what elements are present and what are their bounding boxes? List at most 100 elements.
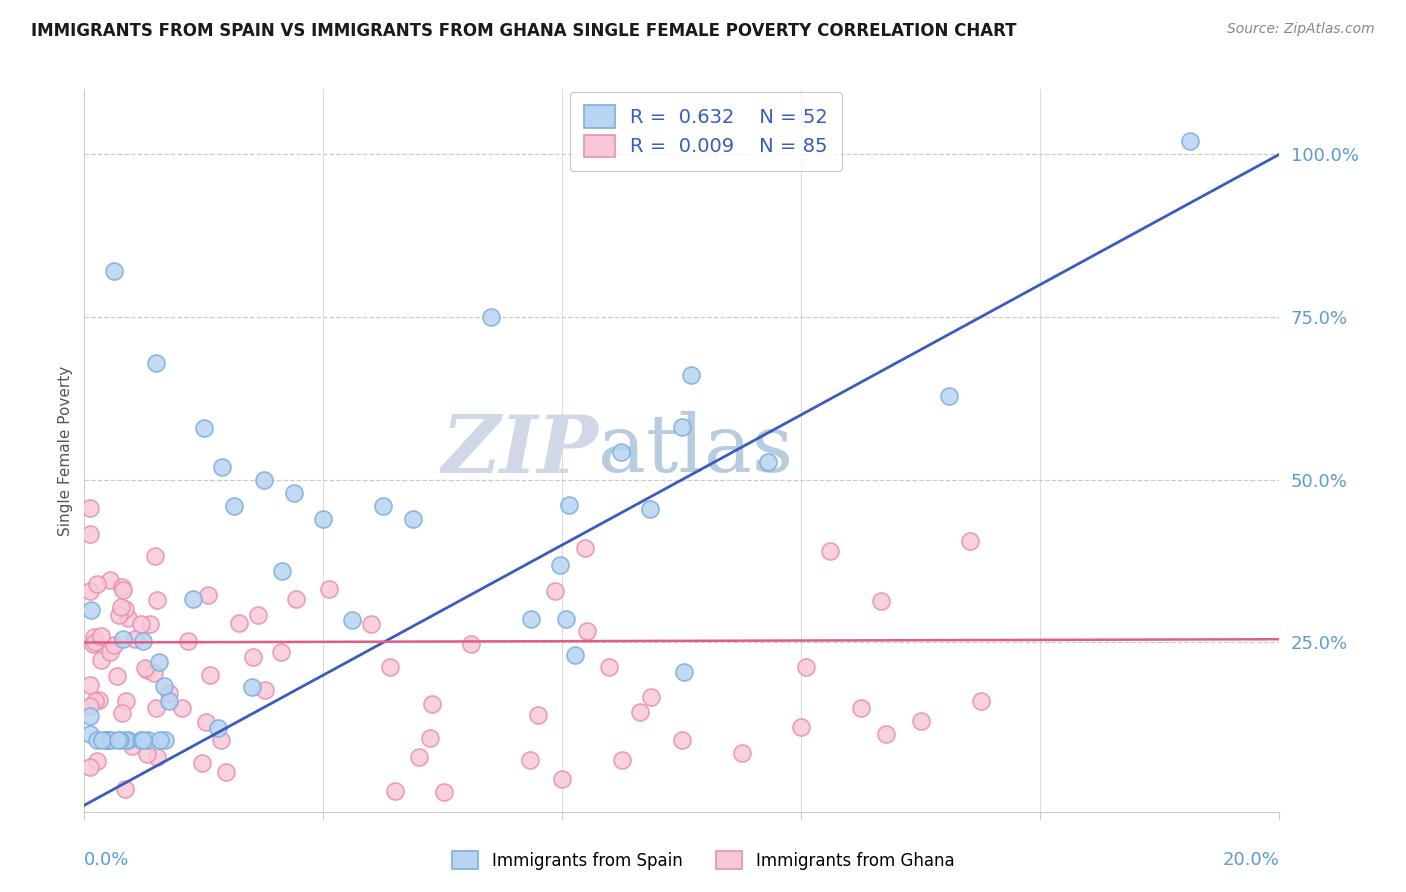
Point xyxy=(107,733,129,747)
Point xyxy=(115,733,138,747)
Point xyxy=(97,733,120,747)
Point xyxy=(145,700,167,714)
Point xyxy=(526,708,548,723)
Point xyxy=(242,649,264,664)
Point xyxy=(419,731,441,745)
Point xyxy=(247,608,270,623)
Point xyxy=(79,527,101,541)
Legend: R =  0.632    N = 52, R =  0.009    N = 85: R = 0.632 N = 52, R = 0.009 N = 85 xyxy=(569,92,842,170)
Point xyxy=(136,663,159,677)
Point xyxy=(240,680,263,694)
Point xyxy=(138,733,160,747)
Point xyxy=(211,459,233,474)
Point xyxy=(640,690,662,704)
Point xyxy=(181,592,204,607)
Point xyxy=(869,594,891,608)
Point xyxy=(79,759,101,773)
Point xyxy=(83,630,105,644)
Point xyxy=(146,593,169,607)
Point xyxy=(87,693,110,707)
Point xyxy=(373,499,395,513)
Point xyxy=(103,264,125,278)
Point xyxy=(433,785,456,799)
Point xyxy=(574,541,596,555)
Point xyxy=(112,583,135,598)
Point xyxy=(910,714,932,728)
Point xyxy=(134,660,156,674)
Point xyxy=(153,679,176,693)
Point xyxy=(143,549,166,564)
Point xyxy=(146,750,169,764)
Y-axis label: Single Female Poverty: Single Female Poverty xyxy=(58,366,73,535)
Point xyxy=(200,668,222,682)
Point xyxy=(681,368,703,383)
Point xyxy=(79,500,101,515)
Point xyxy=(402,512,425,526)
Point xyxy=(790,720,813,734)
Point xyxy=(758,455,780,469)
Point xyxy=(79,584,101,599)
Point xyxy=(875,727,897,741)
Point xyxy=(79,727,101,741)
Point xyxy=(671,419,693,434)
Point xyxy=(103,638,125,652)
Point xyxy=(794,660,817,674)
Point xyxy=(207,721,229,735)
Point xyxy=(193,420,215,434)
Point xyxy=(270,645,292,659)
Point xyxy=(129,733,152,747)
Text: ZIP: ZIP xyxy=(441,412,599,489)
Point xyxy=(959,534,981,549)
Point xyxy=(90,653,112,667)
Point xyxy=(80,603,103,617)
Point xyxy=(100,733,122,747)
Point xyxy=(149,733,172,747)
Point xyxy=(938,388,960,402)
Point xyxy=(98,574,121,588)
Point xyxy=(111,632,134,647)
Point xyxy=(731,746,754,760)
Point xyxy=(253,682,276,697)
Point xyxy=(86,733,108,747)
Point xyxy=(222,499,245,513)
Point xyxy=(139,616,162,631)
Point xyxy=(94,733,117,747)
Point xyxy=(628,705,651,719)
Point xyxy=(86,755,108,769)
Point xyxy=(132,733,155,747)
Point xyxy=(191,756,214,771)
Point xyxy=(79,678,101,692)
Point xyxy=(110,599,132,614)
Point xyxy=(157,686,180,700)
Point xyxy=(117,733,139,747)
Point xyxy=(1178,134,1201,148)
Point xyxy=(110,580,132,594)
Point xyxy=(115,694,138,708)
Point xyxy=(818,544,841,558)
Point xyxy=(91,733,114,747)
Point xyxy=(253,473,276,487)
Point xyxy=(312,512,335,526)
Point xyxy=(544,583,567,598)
Point xyxy=(117,611,139,625)
Point xyxy=(460,637,482,651)
Point xyxy=(551,772,574,787)
Point xyxy=(520,612,543,626)
Point xyxy=(215,764,238,779)
Point xyxy=(610,445,633,459)
Point xyxy=(145,355,167,369)
Point xyxy=(671,733,693,747)
Point xyxy=(228,616,250,631)
Point xyxy=(548,558,571,572)
Point xyxy=(558,498,581,512)
Point xyxy=(177,634,200,648)
Point xyxy=(132,634,155,648)
Text: IMMIGRANTS FROM SPAIN VS IMMIGRANTS FROM GHANA SINGLE FEMALE POVERTY CORRELATION: IMMIGRANTS FROM SPAIN VS IMMIGRANTS FROM… xyxy=(31,22,1017,40)
Point xyxy=(408,750,430,764)
Point xyxy=(195,715,218,730)
Point xyxy=(129,617,152,632)
Point xyxy=(90,629,112,643)
Point xyxy=(84,635,107,649)
Point xyxy=(970,694,993,708)
Point xyxy=(170,701,193,715)
